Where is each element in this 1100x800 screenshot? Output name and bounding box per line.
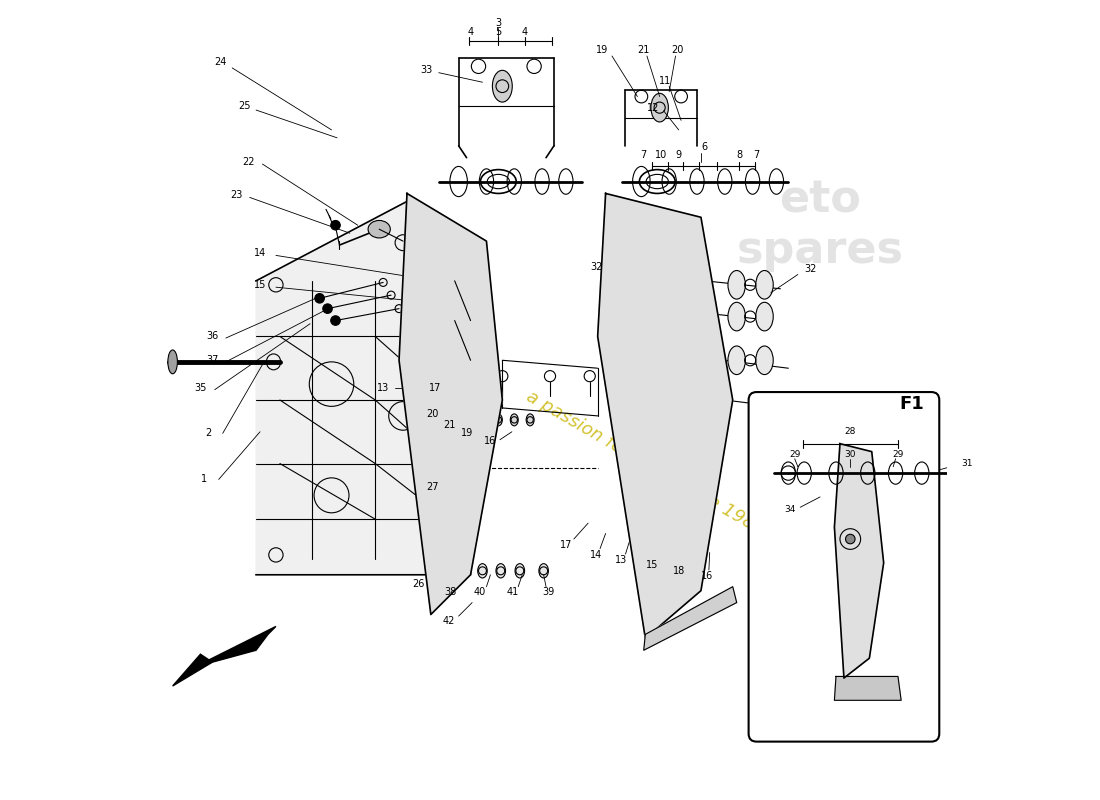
- Circle shape: [846, 534, 855, 544]
- Ellipse shape: [368, 221, 390, 238]
- Text: 16: 16: [701, 571, 714, 582]
- Ellipse shape: [756, 270, 773, 299]
- Polygon shape: [644, 586, 737, 650]
- Text: 19: 19: [461, 428, 473, 438]
- Ellipse shape: [456, 564, 465, 578]
- Ellipse shape: [756, 346, 773, 374]
- Ellipse shape: [526, 414, 535, 426]
- Polygon shape: [835, 677, 901, 700]
- Text: 24: 24: [214, 58, 227, 67]
- Ellipse shape: [651, 94, 669, 122]
- Text: 29: 29: [789, 450, 801, 458]
- Text: 37: 37: [206, 355, 219, 366]
- Text: 30: 30: [845, 450, 856, 458]
- Ellipse shape: [496, 564, 506, 578]
- Ellipse shape: [436, 564, 446, 578]
- Text: 32: 32: [804, 264, 817, 274]
- Text: 25: 25: [238, 101, 251, 111]
- Text: eto
spares: eto spares: [737, 179, 903, 272]
- Text: 14: 14: [590, 550, 602, 560]
- Text: 29: 29: [892, 450, 904, 458]
- FancyBboxPatch shape: [749, 392, 939, 742]
- Text: 15: 15: [254, 280, 266, 290]
- Text: 13: 13: [377, 383, 389, 393]
- Text: 28: 28: [845, 427, 856, 436]
- Text: 38: 38: [444, 587, 456, 598]
- Text: 35: 35: [195, 383, 207, 393]
- Ellipse shape: [515, 564, 525, 578]
- Polygon shape: [399, 194, 503, 614]
- Text: 22: 22: [242, 157, 254, 166]
- Text: 1: 1: [201, 474, 208, 485]
- Ellipse shape: [728, 270, 746, 299]
- Ellipse shape: [477, 564, 487, 578]
- Text: 15: 15: [646, 560, 658, 570]
- Text: 10: 10: [656, 150, 668, 160]
- Text: 2: 2: [206, 428, 211, 438]
- Text: 6: 6: [702, 142, 708, 152]
- Text: 8: 8: [736, 150, 743, 160]
- Circle shape: [322, 304, 332, 314]
- Text: 39: 39: [542, 587, 554, 598]
- Text: 40: 40: [474, 587, 486, 598]
- Ellipse shape: [728, 302, 746, 331]
- Polygon shape: [173, 654, 212, 686]
- Text: 36: 36: [206, 331, 219, 342]
- Text: 17: 17: [429, 383, 441, 393]
- Text: 27: 27: [426, 482, 439, 492]
- Text: 17: 17: [560, 539, 572, 550]
- Polygon shape: [597, 194, 733, 638]
- Circle shape: [315, 294, 324, 303]
- Text: 42: 42: [442, 616, 454, 626]
- Text: 21: 21: [638, 46, 650, 55]
- Ellipse shape: [756, 302, 773, 331]
- Text: 34: 34: [784, 505, 795, 514]
- Text: 3: 3: [495, 18, 502, 28]
- Text: 7: 7: [640, 150, 647, 160]
- Text: 7: 7: [754, 150, 760, 160]
- Text: 26: 26: [412, 579, 425, 590]
- Text: F1: F1: [899, 395, 924, 413]
- Ellipse shape: [493, 70, 513, 102]
- Ellipse shape: [728, 346, 746, 374]
- Text: 33: 33: [420, 66, 433, 75]
- Text: a passion for parts since 1985: a passion for parts since 1985: [524, 388, 768, 539]
- Text: 13: 13: [615, 555, 628, 566]
- Polygon shape: [256, 202, 471, 574]
- Text: 31: 31: [961, 459, 974, 468]
- Text: 14: 14: [254, 248, 266, 258]
- Polygon shape: [197, 626, 276, 666]
- Text: 32: 32: [590, 262, 603, 271]
- Text: 16: 16: [484, 436, 496, 446]
- Text: 20: 20: [426, 410, 439, 419]
- Circle shape: [331, 221, 340, 230]
- Ellipse shape: [168, 350, 177, 374]
- Text: 20: 20: [671, 46, 683, 55]
- Text: 4: 4: [521, 27, 528, 37]
- Polygon shape: [835, 444, 883, 678]
- Ellipse shape: [539, 564, 549, 578]
- Text: 19: 19: [595, 46, 608, 55]
- Text: 11: 11: [659, 76, 671, 86]
- Text: 21: 21: [443, 421, 456, 430]
- Text: 18: 18: [672, 566, 685, 576]
- Ellipse shape: [510, 414, 518, 426]
- Text: 5: 5: [495, 27, 502, 37]
- Text: 4: 4: [468, 27, 474, 37]
- Ellipse shape: [494, 414, 503, 426]
- Text: 23: 23: [230, 190, 242, 200]
- Text: 9: 9: [675, 150, 682, 160]
- Text: 41: 41: [506, 587, 519, 598]
- Circle shape: [331, 316, 340, 326]
- Text: 12: 12: [647, 102, 660, 113]
